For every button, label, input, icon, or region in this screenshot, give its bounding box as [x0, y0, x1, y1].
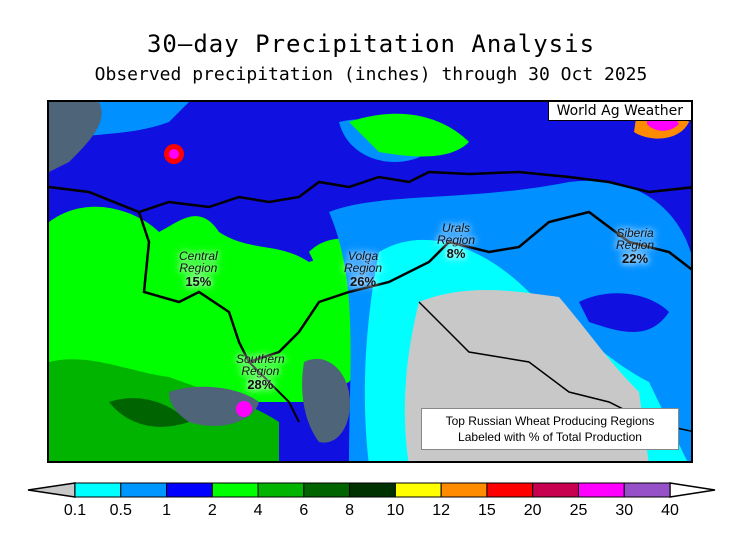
legend-swatch — [349, 482, 396, 498]
region-label-urals: Urals Region 8% — [437, 222, 475, 260]
region-name: Region — [241, 364, 280, 378]
legend-swatch — [120, 482, 168, 498]
region-name: Volga — [347, 249, 379, 263]
region-name: Urals — [442, 221, 471, 235]
legend-swatch — [532, 482, 579, 498]
precip-peak-core — [169, 149, 179, 159]
note-line: Top Russian Wheat Producing Regions — [445, 414, 655, 428]
legend-swatch — [211, 482, 259, 498]
map-subtitle: Observed precipitation (inches) through … — [94, 64, 648, 85]
precip-area-2-4 — [49, 206, 401, 402]
region-name: Region — [179, 261, 218, 275]
legend-tick-label: 20 — [524, 502, 542, 519]
region-name: Southern — [236, 352, 285, 366]
legend-tick-label: 0.1 — [64, 502, 86, 519]
border-line — [49, 170, 691, 214]
map-canvas — [49, 102, 691, 461]
legend-swatch — [303, 482, 351, 498]
legend-swatch — [257, 482, 305, 498]
region-name: Region — [344, 261, 383, 275]
map-title: 30—day Precipitation Analysis — [146, 30, 596, 58]
legend-swatch — [166, 482, 213, 498]
legend-tick-label: 8 — [345, 502, 354, 519]
precip-area-1-2 — [579, 293, 669, 332]
precip-area-6-8 — [109, 398, 189, 427]
region-name: Siberia — [616, 226, 654, 240]
region-label-volga: Volga Region 26% — [344, 250, 382, 288]
legend-tick-label: 1 — [162, 502, 171, 519]
legend-swatch — [623, 482, 671, 498]
black-sea — [169, 386, 259, 426]
legend-tick-label: 25 — [570, 502, 588, 519]
legend-swatch — [74, 482, 122, 498]
region-border — [248, 361, 300, 423]
legend-swatch — [394, 482, 442, 498]
caspian-sea — [302, 358, 350, 443]
region-percent: 26% — [350, 274, 377, 289]
legend-over-arrow — [669, 482, 716, 498]
precip-peak — [236, 401, 252, 417]
credit-label: World Ag Weather — [547, 102, 691, 121]
legend-tick-label: 2 — [208, 502, 217, 519]
region-name: Central — [179, 249, 218, 263]
region-name: Region — [616, 238, 655, 252]
legend-swatch — [486, 482, 534, 498]
legend-swatch — [440, 482, 488, 498]
legend-tick-label: 15 — [478, 502, 496, 519]
region-percent: 8% — [446, 246, 466, 261]
region-percent: 22% — [622, 251, 649, 266]
legend-tick-label: 40 — [661, 502, 679, 519]
legend-tick-label: 0.5 — [110, 502, 132, 519]
region-percent: 15% — [185, 274, 212, 289]
legend-tick-label: 4 — [254, 502, 263, 519]
precipitation-map: World Ag Weather Central Region 15% Volg… — [47, 100, 693, 463]
legend-tick-label: 12 — [432, 502, 450, 519]
legend-swatch — [577, 482, 625, 498]
region-percent: 28% — [247, 377, 274, 392]
region-border — [137, 210, 691, 364]
legend-tick-label: 10 — [386, 502, 404, 519]
legend-tick-label: 30 — [615, 502, 633, 519]
region-name: Region — [437, 233, 476, 247]
note-line: Labeled with % of Total Production — [458, 430, 642, 444]
region-label-siberia: Siberia Region 22% — [616, 227, 654, 265]
note-box: Top Russian Wheat Producing Regions Labe… — [421, 408, 679, 450]
baltic-sea — [49, 102, 102, 172]
region-label-southern: Southern Region 28% — [236, 353, 285, 391]
legend-under-arrow — [27, 482, 76, 498]
precip-area-2-4 — [349, 113, 469, 157]
region-label-central: Central Region 15% — [179, 250, 218, 288]
legend-tick-label: 6 — [299, 502, 308, 519]
color-legend: 0.1 0.5 1 2 4 6 8 10 12 15 20 25 30 40 — [27, 482, 716, 519]
